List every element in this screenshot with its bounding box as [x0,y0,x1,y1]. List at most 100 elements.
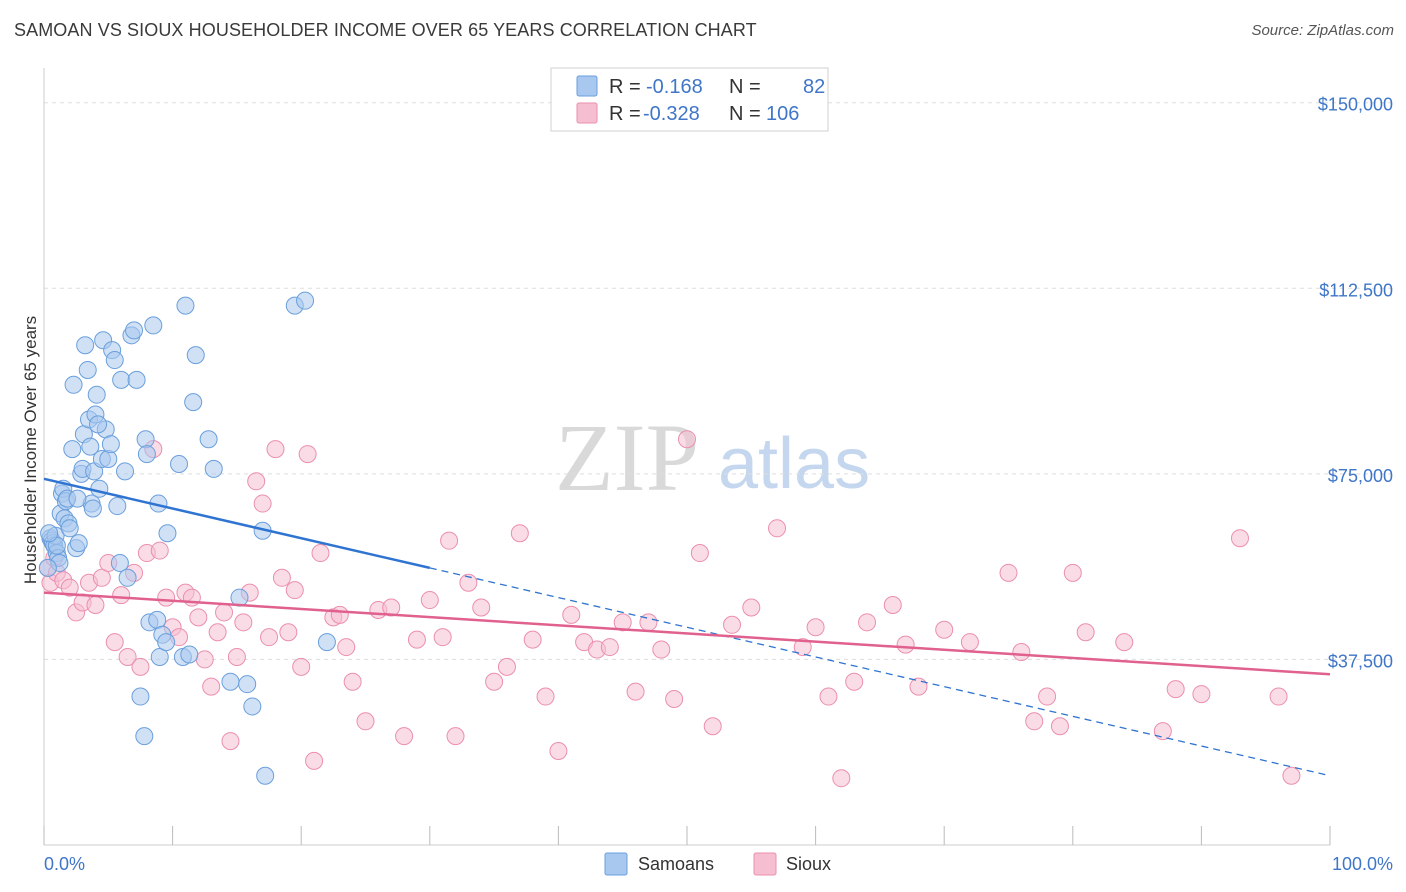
sioux-point [279,623,298,642]
sioux-point [343,672,362,691]
samoans-point [135,727,154,746]
sioux-point [195,650,214,669]
samoans-points [38,291,336,785]
legend-r-value-sioux: -0.328 [643,103,700,125]
sioux-point [858,613,877,632]
sioux-point [896,635,915,654]
samoans-point [78,360,97,379]
sioux-point [536,687,555,706]
bottom-legend-swatch-sioux [753,852,777,876]
samoans-point [63,440,82,459]
sioux-point [202,677,221,696]
sioux-point [131,657,150,676]
sioux-point [446,727,465,746]
legend-n-value-sioux: 106 [766,103,799,125]
sioux-point [189,608,208,627]
samoans-point [296,291,315,310]
samoans-point [176,296,195,315]
samoans-point [158,524,177,543]
sioux-point [883,596,902,615]
samoans-point [127,370,146,389]
sioux-point [86,596,105,615]
legend-n-value-samoans: 82 [803,76,825,98]
samoans-point [317,633,336,652]
legend-swatch-samoans [576,75,598,97]
gridlines [44,102,1394,660]
sioux-point [768,519,787,538]
y-tick-label: $150,000 [1318,95,1393,115]
bottom-legend-swatch-samoans [604,852,628,876]
legend-r-label-samoans: R = [609,76,641,98]
sioux-point [935,620,954,639]
sioux-point [260,628,279,647]
sioux-point [562,605,581,624]
sioux-point [703,717,722,736]
legend-swatch-sioux [576,102,598,124]
samoans-point [76,336,95,355]
sioux-point [832,769,851,788]
sioux-point [510,524,529,543]
samoans-point [89,415,108,434]
samoans-point [157,633,176,652]
y-axis-label: Householder Income Over 65 years [21,316,40,584]
sioux-point [472,598,491,617]
x-tick-label-min: 0.0% [44,854,85,874]
sioux-point [330,605,349,624]
sioux-point [1050,717,1069,736]
samoans-point [256,766,275,785]
samoans-point [116,462,135,481]
samoans-point [118,568,137,587]
sioux-point [1025,712,1044,731]
sioux-point [382,598,401,617]
samoans-point [64,375,83,394]
chart-title: SAMOAN VS SIOUX HOUSEHOLDER INCOME OVER … [14,20,757,40]
sioux-point [485,672,504,691]
samoans-point [144,316,163,335]
samoans-point [137,445,156,464]
sioux-point [1153,722,1172,741]
sioux-point [215,603,234,622]
watermark-atlas: atlas [718,424,870,504]
sioux-point [1282,766,1301,785]
sioux-point [285,581,304,600]
bottom-legend-label-samoans: Samoans [638,854,714,874]
sioux-point [247,472,266,491]
sioux-point [1076,623,1095,642]
samoans-point [105,351,124,370]
sioux-point [1166,680,1185,699]
trend-lines [43,477,1331,777]
sioux-point [678,430,696,449]
samoans-point [101,435,120,454]
sioux-point [407,630,426,649]
sioux-point [806,618,825,637]
samoans-point [69,534,88,553]
sioux-point [253,494,272,513]
sioux-point [305,751,324,770]
legend-n-label-samoans: N = [729,76,761,98]
sioux-point [909,677,928,696]
sioux-point [1038,687,1057,706]
sioux-point [1063,563,1082,582]
samoans-point [238,675,257,694]
sioux-point [105,633,124,652]
sioux-point [613,613,632,632]
samoans-point [243,697,262,716]
sioux-point [272,568,291,587]
sioux-point [112,586,131,605]
sioux-point [742,598,761,617]
samoans-trend-line [43,477,431,570]
sioux-point [356,712,375,731]
samoans-point [125,321,144,340]
sioux-point [459,573,478,592]
samoans-point [40,524,59,543]
samoans-point [170,454,189,473]
samoans-point [110,553,129,572]
samoans-point [99,450,118,469]
legend-n-label-sioux: N = [729,103,761,125]
sioux-point [208,623,227,642]
sioux-point [292,657,311,676]
sioux-point [234,613,253,632]
sioux-point [157,588,176,607]
samoans-point [87,385,106,404]
samoans-point [184,393,203,412]
